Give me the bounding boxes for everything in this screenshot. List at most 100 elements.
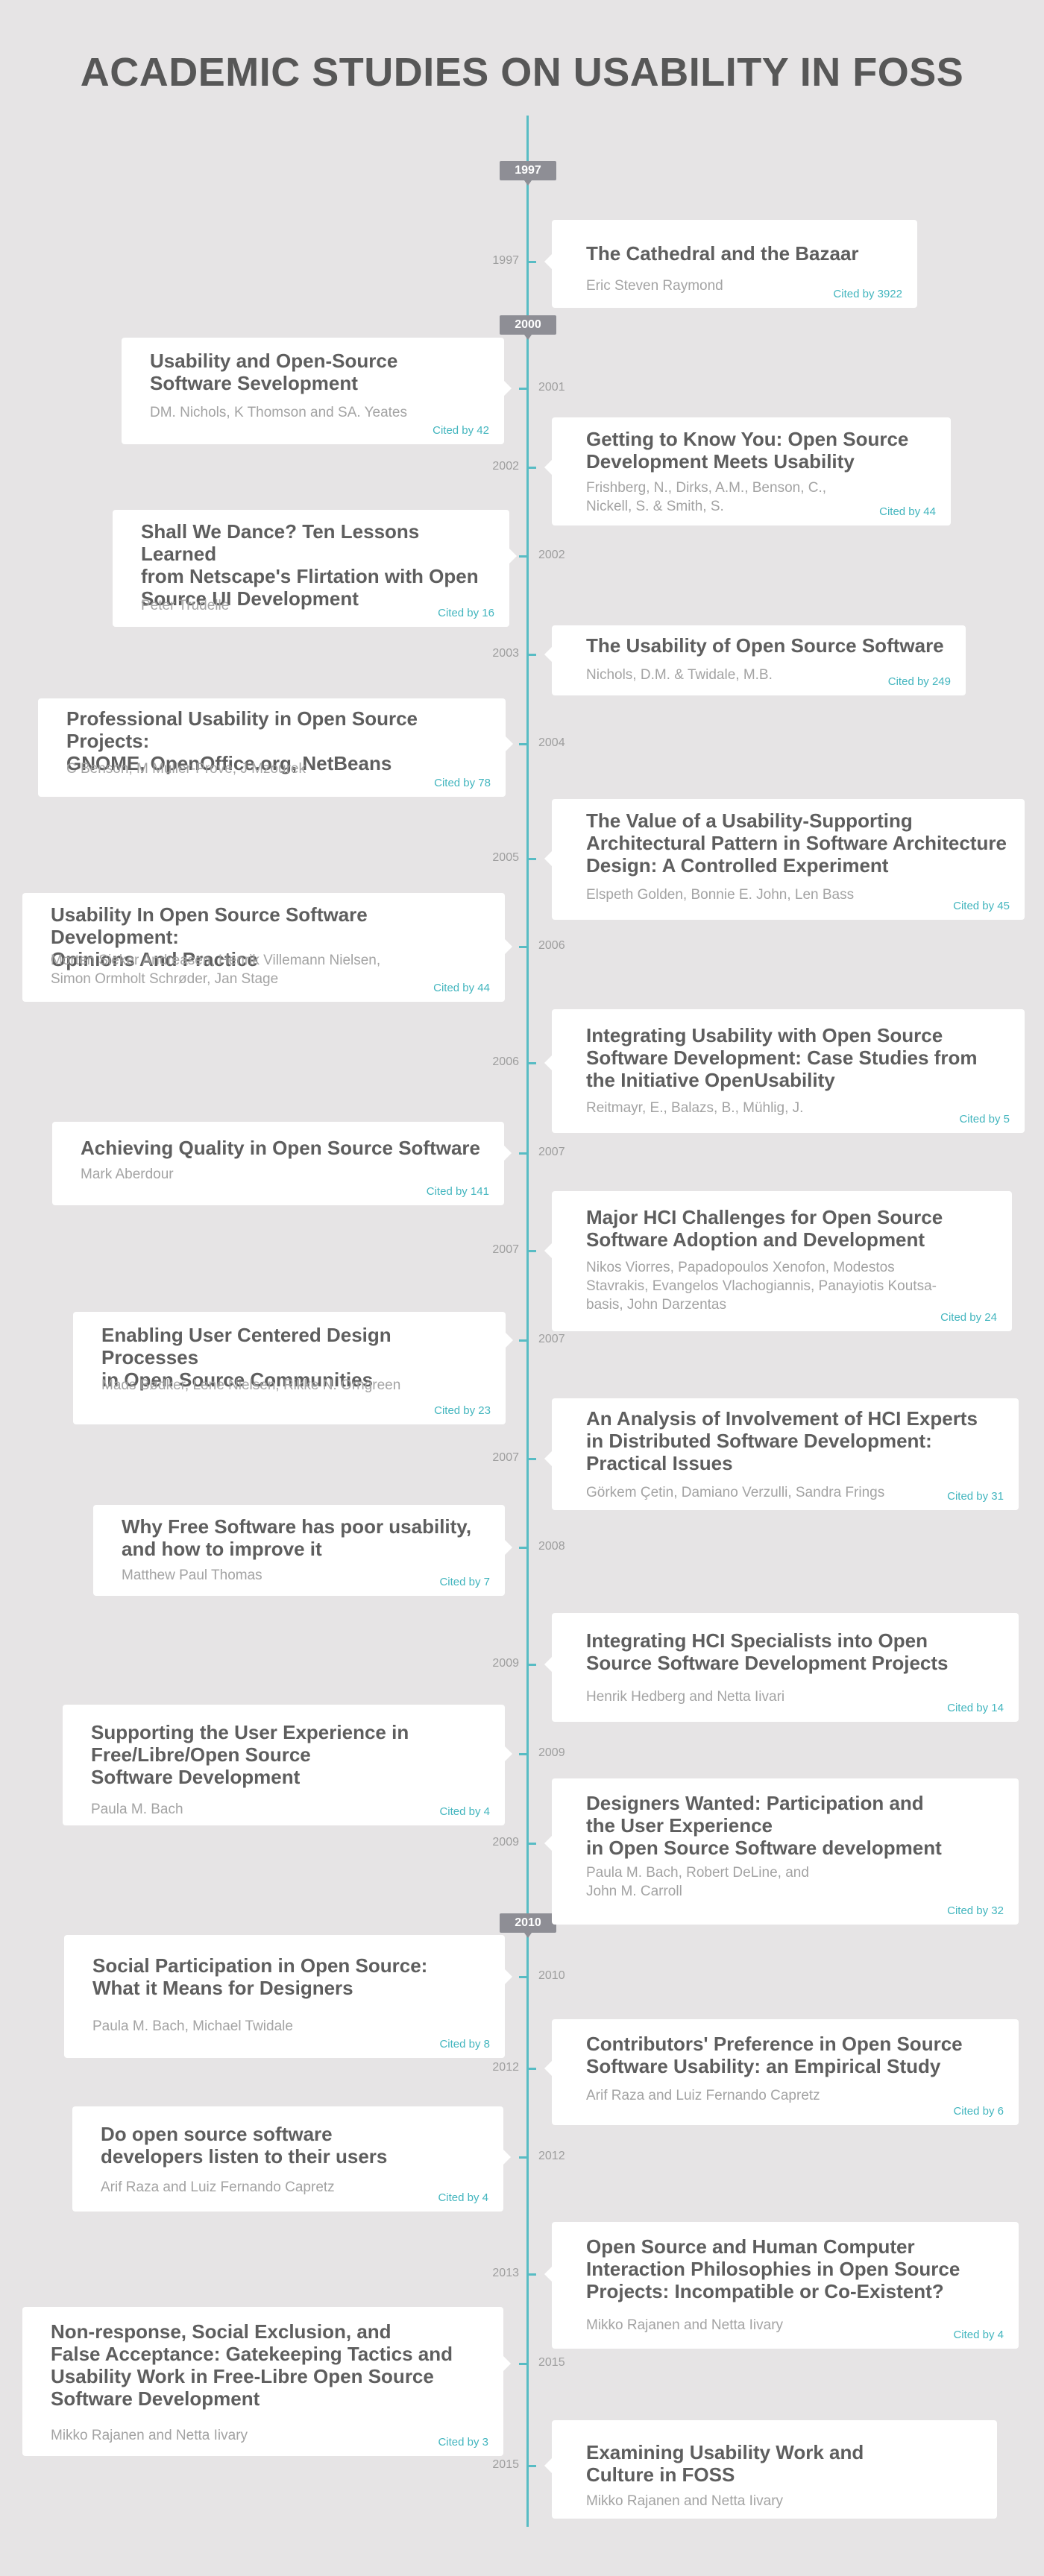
study-title-line: Supporting the User Experience in (91, 1721, 409, 1743)
study-title: Getting to Know You: Open Source Developm… (586, 428, 940, 473)
study-title-line: Why Free Software has poor usability, (122, 1515, 472, 1538)
citation-count[interactable]: Cited by 16 (438, 607, 494, 619)
study-title-line: Professional Usability in Open Source Pr… (66, 707, 418, 752)
study-title-line: from Netscape's Flirtation with Open (141, 565, 479, 587)
study-card[interactable]: Usability and Open-Source Software Sevelo… (122, 338, 512, 444)
citation-count[interactable]: Cited by 141 (426, 1185, 489, 1198)
axis-tick (529, 467, 536, 469)
axis-tick (519, 2156, 526, 2159)
study-title-line: the User Experience (586, 1814, 773, 1837)
study-title: Social Participation in Open Source: What… (92, 1954, 488, 1999)
study-card[interactable]: Getting to Know You: Open Source Developm… (544, 417, 951, 525)
citation-count[interactable]: Cited by 6 (953, 2105, 1004, 2118)
citation-count[interactable]: Cited by 4 (438, 2191, 488, 2204)
axis-tick (529, 261, 536, 263)
citation-count[interactable]: Cited by 4 (953, 2329, 1004, 2341)
citation-count[interactable]: Cited by 249 (887, 675, 951, 688)
citation-count[interactable]: Cited by 24 (940, 1311, 997, 1324)
citation-count[interactable]: Cited by 42 (433, 424, 489, 437)
year-label: 2009 (492, 1836, 519, 1849)
study-card[interactable]: Open Source and Human Computer Interactio… (544, 2222, 1019, 2349)
study-authors-line: basis, John Darzentas (586, 1297, 726, 1313)
study-card[interactable]: Non-response, Social Exclusion, and False… (22, 2307, 511, 2456)
study-card[interactable]: The Value of a Usability-Supporting Archi… (544, 799, 1025, 920)
study-authors-line: Paula M. Bach (91, 1802, 183, 1817)
study-title-line: The Usability of Open Source Software (586, 634, 944, 657)
study-title-line: Design: A Controlled Experiment (586, 854, 889, 877)
study-authors-line: Nickell, S. & Smith, S. (586, 499, 724, 514)
study-title: The Usability of Open Source Software (586, 634, 955, 657)
study-title-line: Shall We Dance? Ten Lessons Learned (141, 520, 420, 565)
citation-count[interactable]: Cited by 3922 (833, 288, 902, 300)
study-card[interactable]: Achieving Quality in Open Source Softwar… (52, 1122, 512, 1205)
study-authors-line: C Benson, M Muller-Prove, J Mzourek (66, 761, 306, 777)
study-title-line: Designers Wanted: Participation and (586, 1792, 924, 1814)
axis-tick (529, 858, 536, 860)
study-card[interactable]: Usability In Open Source Software Develo… (22, 893, 512, 1002)
study-card[interactable]: Major HCI Challenges for Open Source Soft… (544, 1191, 1012, 1331)
study-title-line: Contributors' Preference in Open Source (586, 2033, 963, 2055)
study-card[interactable]: Why Free Software has poor usability, and… (93, 1505, 512, 1596)
study-card[interactable]: Enabling User Centered Design Processes i… (73, 1312, 513, 1424)
study-card[interactable]: Contributors' Preference in Open Source S… (544, 2019, 1019, 2125)
study-card[interactable]: Examining Usability Work and Culture in F… (544, 2420, 997, 2519)
study-card[interactable]: Designers Wanted: Participation and the U… (544, 1778, 1019, 1925)
study-authors: C Benson, M Muller-Prove, J Mzourek (66, 760, 489, 778)
citation-count[interactable]: Cited by 5 (959, 1113, 1010, 1126)
study-authors: Mads Bødker, Lene Nielsen, Rikke N. Orng… (101, 1376, 489, 1395)
study-card[interactable]: The Cathedral and the Bazaar Eric Steven … (544, 220, 917, 308)
era-marker: 1997 (500, 161, 556, 186)
study-authors: Eric Steven Raymond (586, 277, 907, 295)
citation-count[interactable]: Cited by 14 (947, 1702, 1004, 1714)
study-authors: Frishberg, N., Dirks, A.M., Benson, C., N… (586, 479, 940, 516)
study-title-line: False Acceptance: Gatekeeping Tactics an… (51, 2343, 453, 2365)
study-card[interactable]: Do open source software developers listen… (72, 2106, 511, 2212)
study-authors: DM. Nichols, K Thomson and SA. Yeates (150, 403, 488, 422)
study-card[interactable]: Integrating Usability with Open Source So… (544, 1009, 1025, 1133)
study-title-line: Achieving Quality in Open Source Softwar… (81, 1137, 480, 1159)
study-card[interactable]: The Usability of Open Source Software Nic… (544, 625, 966, 695)
citation-count[interactable]: Cited by 44 (879, 505, 936, 518)
study-authors: Henrik Hedberg and Netta Iivari (586, 1688, 1008, 1706)
study-title-line: developers listen to their users (101, 2145, 388, 2168)
study-title-line: Source UI Development (141, 587, 359, 610)
study-authors-line: Elspeth Golden, Bonnie E. John, Len Bass (586, 887, 855, 903)
citation-count[interactable]: Cited by 3 (438, 2436, 488, 2449)
study-card[interactable]: Integrating HCI Specialists into Open Sou… (544, 1613, 1019, 1722)
citation-count[interactable]: Cited by 4 (439, 1805, 490, 1818)
citation-count[interactable]: Cited by 8 (439, 2038, 490, 2051)
study-authors-line: Simon Ormholt Schrøder, Jan Stage (51, 971, 279, 987)
year-label: 1997 (492, 254, 519, 267)
study-card[interactable]: An Analysis of Involvement of HCI Expert… (544, 1398, 1019, 1510)
study-authors-line: Peter Trudelle (141, 598, 230, 613)
study-title: Integrating HCI Specialists into Open Sou… (586, 1629, 1008, 1674)
study-title-line: Architectural Pattern in Software Archit… (586, 832, 1007, 854)
study-authors-line: Arif Raza and Luiz Fernando Capretz (586, 2088, 820, 2103)
study-authors: Paula M. Bach, Michael Twidale (92, 2017, 488, 2036)
citation-count[interactable]: Cited by 44 (433, 982, 490, 994)
study-card[interactable]: Professional Usability in Open Source Pr… (38, 698, 513, 797)
study-authors-line: DM. Nichols, K Thomson and SA. Yeates (150, 405, 407, 420)
year-label: 2003 (492, 647, 519, 660)
citation-count[interactable]: Cited by 7 (439, 1576, 490, 1588)
study-authors: Arif Raza and Luiz Fernando Capretz (586, 2086, 1008, 2105)
citation-count[interactable]: Cited by 31 (947, 1490, 1004, 1503)
citation-count[interactable]: Cited by 78 (434, 777, 491, 789)
study-card[interactable]: Supporting the User Experience in Free/Li… (63, 1705, 512, 1825)
year-label: 2007 (538, 1333, 565, 1345)
citation-count[interactable]: Cited by 32 (947, 1904, 1004, 1917)
study-card[interactable]: Shall We Dance? Ten Lessons Learned from … (113, 510, 517, 627)
era-marker: 2010 (500, 1913, 556, 1938)
axis-tick (519, 1152, 526, 1155)
citation-count[interactable]: Cited by 23 (434, 1404, 491, 1417)
study-authors: Morten Sieker Andreasen, Henrik Villeman… (51, 951, 488, 988)
study-authors-line: Eric Steven Raymond (586, 278, 723, 294)
study-title: Open Source and Human Computer Interactio… (586, 2235, 1008, 2302)
study-card[interactable]: Social Participation in Open Source: What… (64, 1935, 512, 2058)
study-title: Professional Usability in Open Source Pr… (66, 707, 489, 774)
axis-tick (519, 946, 526, 948)
study-authors: Mark Aberdour (81, 1165, 488, 1184)
citation-count[interactable]: Cited by 45 (953, 900, 1010, 912)
study-title-line: Examining Usability Work and (586, 2441, 864, 2463)
study-authors: Paula M. Bach (91, 1800, 488, 1819)
